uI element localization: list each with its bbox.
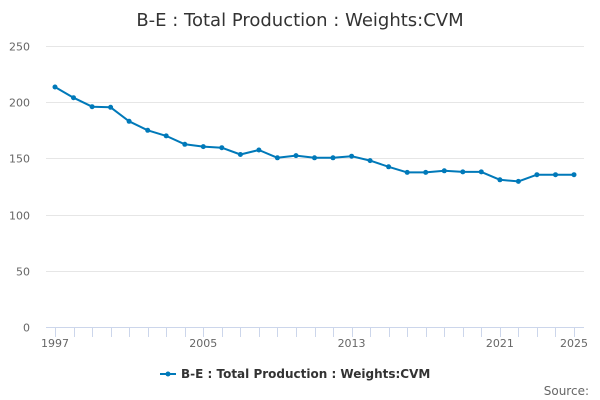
x-tick-label: 1997 <box>41 337 69 350</box>
data-point[interactable] <box>460 169 466 175</box>
x-axis: 1997 2005 2013 2021 2025 <box>41 327 588 350</box>
data-point[interactable] <box>515 178 521 184</box>
data-point[interactable] <box>200 144 206 150</box>
series-line <box>54 86 575 183</box>
x-tick-label: 2013 <box>338 337 366 350</box>
x-tick-label: 2025 <box>560 337 588 350</box>
y-axis: 0 50 100 150 200 250 <box>9 41 30 335</box>
data-point[interactable] <box>534 172 540 178</box>
y-tick-label: 0 <box>23 322 30 335</box>
data-point[interactable] <box>404 169 410 175</box>
data-point[interactable] <box>571 172 577 178</box>
data-point[interactable] <box>386 164 392 170</box>
data-point[interactable] <box>182 141 188 147</box>
data-point[interactable] <box>553 172 558 178</box>
data-point[interactable] <box>330 155 336 161</box>
data-point[interactable] <box>423 169 429 175</box>
data-point[interactable] <box>219 145 225 151</box>
legend[interactable]: B-E : Total Production : Weights:CVM <box>160 367 430 381</box>
y-tick-label: 100 <box>9 210 30 223</box>
data-point[interactable] <box>441 168 447 174</box>
data-point[interactable] <box>349 153 355 159</box>
series <box>52 84 577 184</box>
data-point[interactable] <box>497 177 503 183</box>
data-point[interactable] <box>312 155 317 161</box>
data-point[interactable] <box>237 152 243 157</box>
data-point[interactable] <box>108 104 114 110</box>
data-point[interactable] <box>274 155 280 161</box>
y-tick-label: 50 <box>16 266 30 279</box>
y-tick-label: 250 <box>9 41 30 54</box>
data-point[interactable] <box>71 95 76 101</box>
y-tick-label: 150 <box>9 153 30 166</box>
data-point[interactable] <box>52 84 58 90</box>
data-point[interactable] <box>367 158 373 164</box>
x-tick-label: 2021 <box>486 337 514 350</box>
data-point[interactable] <box>478 169 484 175</box>
legend-label: B-E : Total Production : Weights:CVM <box>181 367 430 381</box>
data-point[interactable] <box>256 147 262 153</box>
chart-title: B-E : Total Production : Weights:CVM <box>136 10 463 31</box>
data-point[interactable] <box>89 104 95 110</box>
data-point[interactable] <box>293 153 299 159</box>
data-point[interactable] <box>126 118 132 124</box>
source-label: Source: <box>544 384 589 398</box>
data-point[interactable] <box>163 133 169 139</box>
data-point[interactable] <box>145 127 151 133</box>
y-tick-label: 200 <box>9 97 30 110</box>
x-tick-label: 2005 <box>189 337 217 350</box>
legend-marker-icon <box>165 371 171 377</box>
